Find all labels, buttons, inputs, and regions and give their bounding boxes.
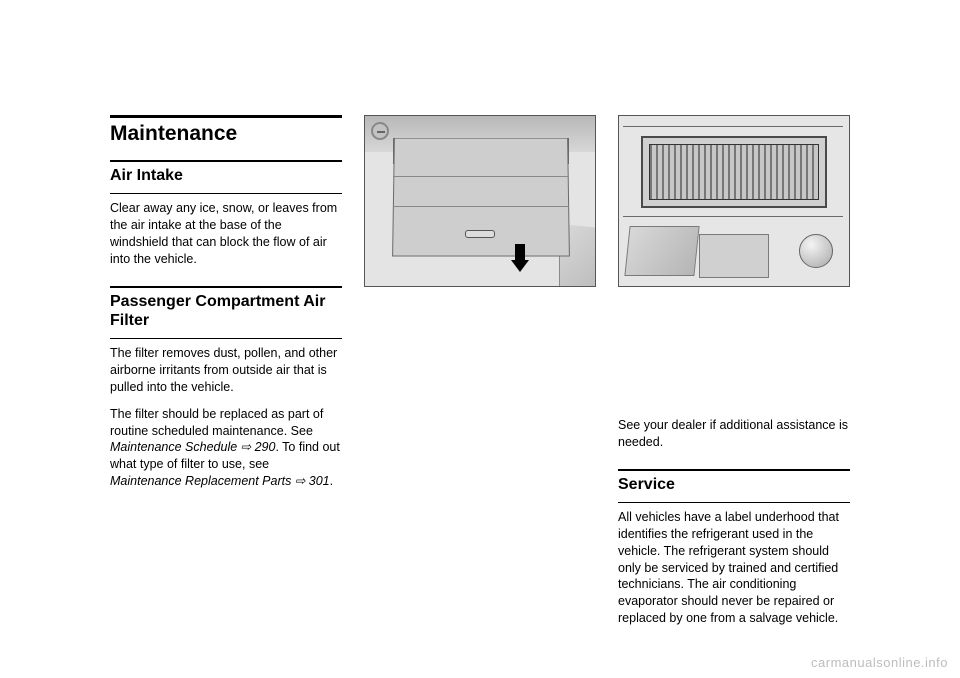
figure-filter-housing: [618, 115, 850, 287]
vent-knob-shape: [371, 122, 389, 140]
rule-thin: [618, 502, 850, 503]
paragraph-see-dealer: See your dealer if additional assistance…: [618, 417, 850, 451]
line-shape: [393, 176, 569, 177]
column-1: Maintenance Air Intake Clear away any ic…: [110, 115, 342, 648]
heading-cabin-filter: Passenger Compartment Air Filter: [110, 292, 342, 330]
arrow-head: [511, 260, 529, 272]
down-arrow-icon: [511, 244, 529, 272]
filter-illustration: [619, 116, 849, 286]
paragraph-filter-desc: The filter removes dust, pollen, and oth…: [110, 345, 342, 396]
heading-maintenance: Maintenance: [110, 122, 342, 146]
column-2: [364, 115, 596, 648]
line-shape: [393, 206, 569, 207]
xref-maintenance-schedule: Maintenance Schedule ⇨ 290: [110, 440, 275, 454]
paragraph-filter-schedule: The filter should be replaced as part of…: [110, 406, 342, 490]
line-shape: [623, 216, 843, 217]
filter-pleats-shape: [649, 144, 819, 200]
rule-medium: [618, 469, 850, 471]
duct-shape: [624, 226, 699, 276]
xref-replacement-parts: Maintenance Replacement Parts ⇨ 301: [110, 474, 330, 488]
column-3: See your dealer if additional assistance…: [618, 115, 850, 648]
panel-shape: [699, 234, 769, 278]
rule-thin: [110, 193, 342, 194]
paragraph-air-intake: Clear away any ice, snow, or leaves from…: [110, 200, 342, 268]
manual-page: Maintenance Air Intake Clear away any ic…: [0, 0, 960, 678]
blower-cylinder-shape: [799, 234, 833, 268]
filter-frame-shape: [641, 136, 827, 208]
figure-glovebox: [364, 115, 596, 287]
glovebox-handle-shape: [465, 230, 495, 238]
text: The filter should be replaced as part of…: [110, 407, 323, 438]
watermark-text: carmanualsonline.info: [811, 655, 948, 670]
rule-thin: [110, 338, 342, 339]
heading-air-intake: Air Intake: [110, 166, 342, 185]
text: .: [330, 474, 333, 488]
glovebox-door-shape: [392, 139, 570, 257]
rule-medium: [110, 286, 342, 288]
rule-medium: [110, 160, 342, 162]
rule-heavy: [110, 115, 342, 118]
arrow-shaft: [515, 244, 525, 260]
heading-service: Service: [618, 475, 850, 494]
spacer: [618, 287, 850, 417]
line-shape: [623, 126, 843, 127]
glovebox-illustration: [365, 116, 595, 286]
paragraph-service: All vehicles have a label underhood that…: [618, 509, 850, 627]
